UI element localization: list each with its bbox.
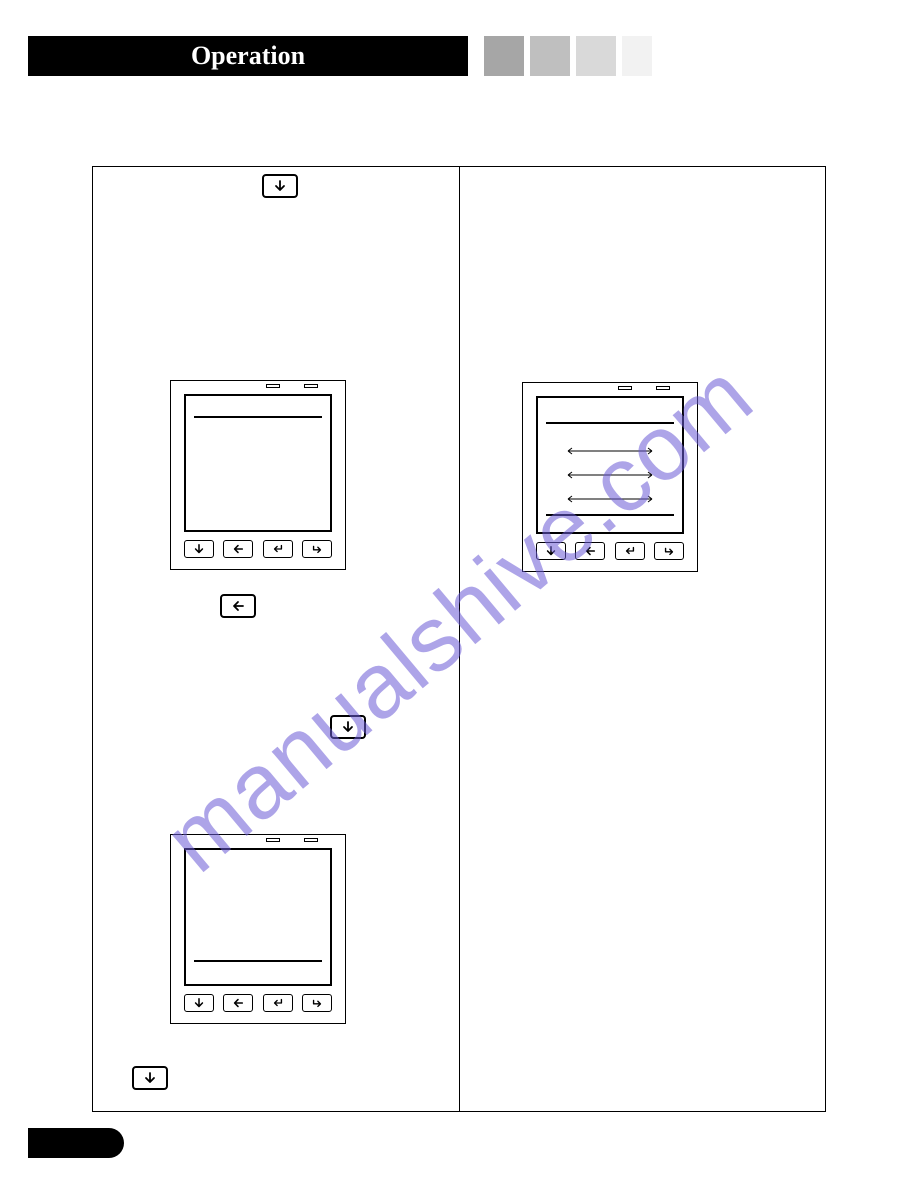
device-led-2 [304,838,318,842]
screen-line [546,422,674,424]
vertical-divider [459,167,460,1111]
header-bar: Operation [28,36,468,76]
device-screen [184,848,332,986]
page-number-tab [28,1128,124,1158]
screen-line [194,416,322,418]
page: Operation manualshive.com [0,0,918,1188]
device-key-arrow-down [536,542,566,560]
screen-line [546,514,674,516]
left-key-mid [220,594,256,618]
device-screen [184,394,332,532]
header-accent-1 [484,36,524,76]
device-key-arrow-left [575,542,605,560]
header-accent-2 [530,36,570,76]
screen-double-arrow [562,490,658,498]
device-key-return [263,994,293,1012]
device-key-enter [302,540,332,558]
device-key-arrow-left [223,994,253,1012]
device-key-arrow-down [184,994,214,1012]
screen-line [194,960,322,962]
device-key-return [615,542,645,560]
device-led-1 [266,384,280,388]
device-key-arrow-left [223,540,253,558]
header-accent-3 [576,36,616,76]
down-key-low [132,1066,168,1090]
device-screen [536,396,684,534]
device-right [522,382,698,572]
device-key-arrow-down [184,540,214,558]
screen-double-arrow [562,442,658,450]
down-key-top [262,174,298,198]
device-left-top [170,380,346,570]
device-led-2 [656,386,670,390]
header-accent-4 [622,36,652,76]
header-title: Operation [191,41,305,71]
device-key-return [263,540,293,558]
device-key-enter [654,542,684,560]
device-left-bottom [170,834,346,1024]
device-led-1 [266,838,280,842]
device-keypad [184,994,332,1016]
down-key-mid [330,715,366,739]
screen-double-arrow [562,466,658,474]
device-led-2 [304,384,318,388]
device-keypad [184,540,332,562]
device-led-1 [618,386,632,390]
device-keypad [536,542,684,564]
device-key-enter [302,994,332,1012]
